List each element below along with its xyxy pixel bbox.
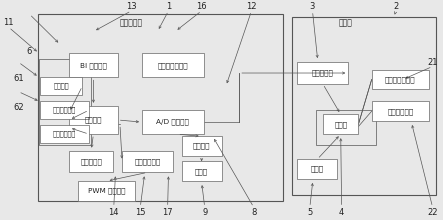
- Text: 21: 21: [427, 58, 438, 67]
- Bar: [297, 159, 337, 179]
- Text: 4: 4: [339, 208, 344, 217]
- Text: 8: 8: [251, 208, 256, 217]
- Bar: [69, 150, 113, 172]
- Text: 串口通信模块: 串口通信模块: [134, 158, 161, 165]
- Text: A/D 采集模块: A/D 采集模块: [156, 119, 189, 125]
- Bar: [40, 125, 89, 143]
- Bar: [182, 136, 222, 156]
- Text: 管号输出接口: 管号输出接口: [53, 131, 76, 138]
- Text: 14: 14: [109, 208, 119, 217]
- Bar: [142, 53, 204, 77]
- Text: 22: 22: [427, 208, 438, 217]
- Text: 12: 12: [246, 2, 257, 11]
- Text: 9: 9: [202, 208, 207, 217]
- Text: 管号输入接口: 管号输入接口: [53, 107, 76, 114]
- Text: 显示器: 显示器: [195, 168, 208, 175]
- Bar: [182, 161, 222, 181]
- Bar: [78, 181, 136, 201]
- Bar: [38, 14, 284, 201]
- Bar: [69, 53, 118, 77]
- Text: 2: 2: [393, 2, 399, 11]
- Text: 气源板: 气源板: [339, 18, 353, 27]
- Bar: [372, 70, 429, 89]
- Text: 6: 6: [27, 47, 32, 56]
- Text: 电磁阀驱动模块: 电磁阀驱动模块: [158, 62, 188, 69]
- Text: 17: 17: [162, 208, 173, 217]
- Bar: [142, 110, 204, 134]
- Text: 列车管法兰接口: 列车管法兰接口: [385, 76, 416, 83]
- Bar: [316, 110, 376, 145]
- Text: 电气源口: 电气源口: [54, 83, 69, 89]
- Text: 16: 16: [196, 2, 207, 11]
- Text: 主控电源板: 主控电源板: [120, 18, 143, 27]
- Bar: [122, 150, 173, 172]
- Text: 继电器模块: 继电器模块: [80, 158, 102, 165]
- Text: 1: 1: [166, 2, 171, 11]
- Bar: [39, 59, 91, 145]
- Text: PWM 输出模块: PWM 输出模块: [88, 188, 125, 194]
- Text: 压力传感器: 压力传感器: [312, 70, 334, 76]
- Bar: [292, 17, 435, 195]
- Bar: [69, 106, 118, 134]
- Text: 11: 11: [4, 18, 14, 27]
- Bar: [40, 77, 82, 95]
- Bar: [297, 62, 348, 84]
- Text: 电磁阀: 电磁阀: [334, 121, 347, 128]
- Text: 输入装置: 输入装置: [193, 143, 210, 149]
- Text: 静气块: 静气块: [311, 166, 324, 172]
- Text: 62: 62: [13, 103, 23, 112]
- Text: 3: 3: [310, 2, 315, 11]
- Text: 61: 61: [13, 74, 23, 83]
- Bar: [40, 101, 89, 119]
- Text: 13: 13: [126, 2, 137, 11]
- Text: BI 采集模块: BI 采集模块: [80, 62, 107, 69]
- Text: 微处理器: 微处理器: [85, 117, 102, 123]
- Text: 5: 5: [307, 208, 312, 217]
- Bar: [372, 101, 429, 121]
- Text: 进气法兰接口: 进气法兰接口: [387, 108, 413, 115]
- Text: 15: 15: [135, 208, 145, 217]
- Bar: [323, 114, 358, 134]
